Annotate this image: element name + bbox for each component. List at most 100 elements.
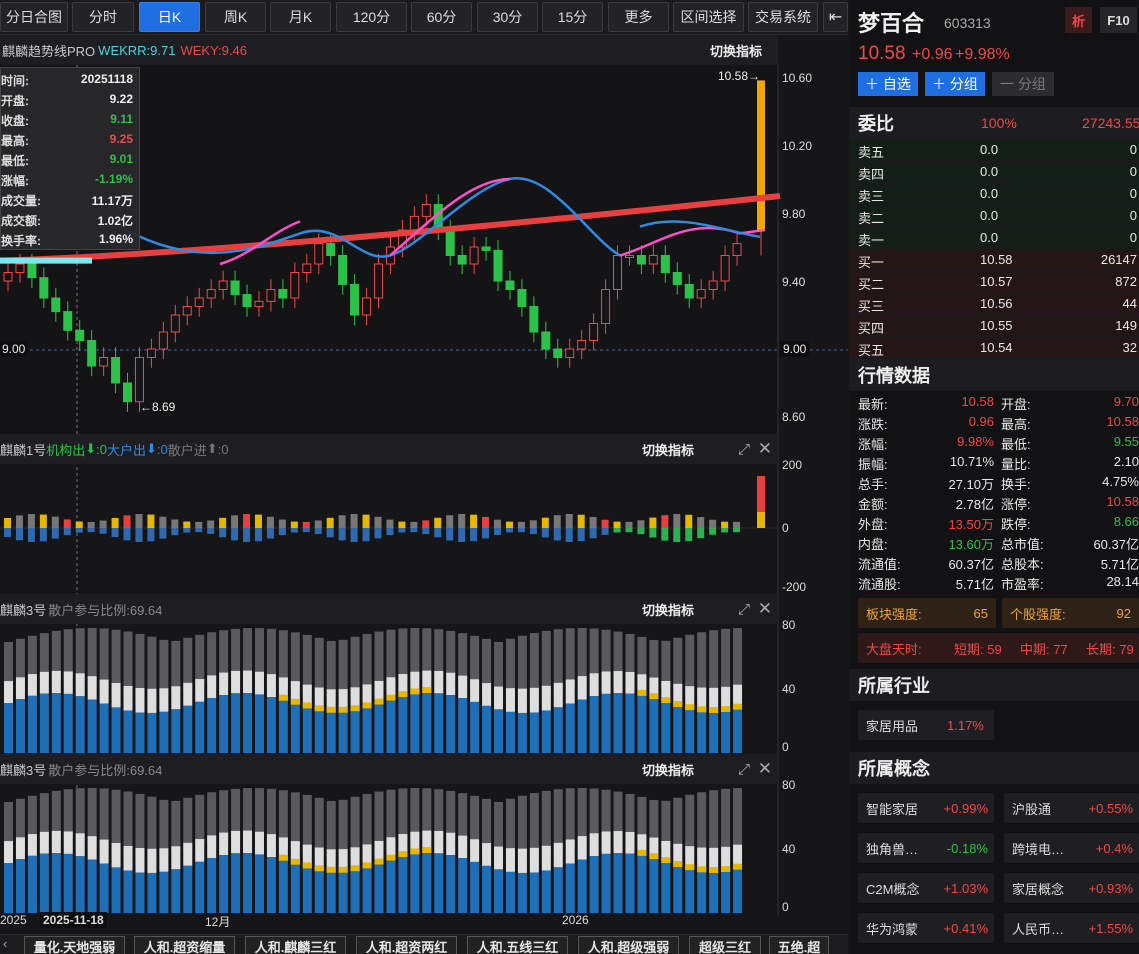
panel2-switch-indicator-button[interactable]: 切换指标 bbox=[641, 442, 694, 458]
p3-bar-grey bbox=[709, 630, 719, 698]
ask-row[interactable]: 卖四 0.0 0 bbox=[849, 161, 1139, 183]
panel3-switch-indicator-button[interactable]: 切换指标 bbox=[641, 602, 694, 618]
strategy-tab[interactable]: 人和.超级强弱 bbox=[578, 936, 679, 954]
p2-bar-down bbox=[350, 528, 358, 542]
concept-tag[interactable]: 跨境电… +0.4% bbox=[1004, 833, 1139, 863]
p2-bar-up bbox=[505, 521, 513, 528]
period-monthly-button[interactable]: 月K bbox=[270, 2, 331, 32]
expand-icon[interactable]: ⤢ bbox=[737, 440, 750, 458]
strategy-tab[interactable]: 人和.麒麟三红 bbox=[245, 936, 346, 954]
candle-body bbox=[517, 289, 527, 307]
bid-row[interactable]: 买二 10.57 872 bbox=[849, 271, 1139, 293]
candle-body bbox=[350, 283, 360, 316]
ask-row[interactable]: 卖三 0.0 0 bbox=[849, 183, 1139, 205]
period-120min-button[interactable]: 120分 bbox=[336, 2, 407, 32]
concept-pct: +1.55% bbox=[1088, 920, 1133, 936]
period-15min-button[interactable]: 15分 bbox=[542, 2, 603, 32]
p2-bar-up bbox=[27, 514, 35, 528]
concept-tag[interactable]: 智能家居 +0.99% bbox=[858, 793, 994, 823]
period-daily-button[interactable]: 日K bbox=[139, 2, 200, 32]
concept-tag[interactable]: C2M概念 +1.03% bbox=[858, 873, 994, 903]
p3-bar-blue bbox=[577, 699, 587, 753]
strategy-tab[interactable]: 超级三红 bbox=[689, 936, 761, 954]
period-30min-button[interactable]: 30分 bbox=[477, 2, 538, 32]
period-weekly-button[interactable]: 周K bbox=[205, 2, 266, 32]
concept-tag[interactable]: 沪股通 +0.55% bbox=[1004, 793, 1139, 823]
bid-row[interactable]: 买一 10.58 26147 bbox=[849, 249, 1139, 271]
trading-system-button[interactable]: 交易系统 bbox=[748, 2, 818, 32]
p3-bar-white bbox=[362, 684, 372, 709]
p3-bar-grey bbox=[434, 629, 444, 679]
concept-tag[interactable]: 华为鸿蒙 +0.41% bbox=[858, 913, 994, 943]
f10-button[interactable]: F10 bbox=[1100, 7, 1137, 33]
quote-key: 跌停: bbox=[1001, 517, 1031, 532]
bid-row[interactable]: 买五 10.54 32 bbox=[849, 337, 1139, 359]
one-group-button[interactable]: 一 分组 bbox=[992, 72, 1054, 96]
quote-row: 金额: 2.78亿 涨停: 10.58 bbox=[849, 491, 1139, 513]
main-switch-indicator-button[interactable]: 切换指标 bbox=[709, 43, 762, 59]
p2-bar-down bbox=[565, 528, 573, 542]
period-more-button[interactable]: 更多 bbox=[608, 2, 669, 32]
p2-bar-down bbox=[398, 528, 406, 533]
p4-bar-grey bbox=[111, 789, 121, 853]
p3-bar-blue bbox=[482, 705, 492, 753]
bid-row[interactable]: 买四 10.55 149 bbox=[849, 315, 1139, 337]
ask-row[interactable]: 卖五 0.0 0 bbox=[849, 139, 1139, 161]
ask-row[interactable]: 卖一 0.0 0 bbox=[849, 227, 1139, 249]
p3-bar-blue bbox=[649, 699, 659, 753]
level-price: 0.0 bbox=[980, 186, 999, 201]
industry-tag[interactable]: 家居用品 1.17% bbox=[858, 710, 994, 740]
tooltip-row: 时间: 20251118 bbox=[1, 70, 139, 90]
strategy-tab[interactable]: 量化.天地强弱 bbox=[24, 936, 125, 954]
close-icon[interactable]: ✕ bbox=[757, 439, 772, 458]
p4-bar-grey bbox=[613, 791, 623, 839]
close-icon[interactable]: ✕ bbox=[757, 599, 772, 618]
add-watchlist-button[interactable]: ＋ 自选 bbox=[858, 72, 918, 96]
p2-bar-up bbox=[649, 517, 657, 528]
collapse-panel-icon[interactable]: ⇤ bbox=[823, 2, 848, 32]
p2-bar-down bbox=[470, 528, 478, 542]
p3-bar-white bbox=[721, 686, 731, 713]
panel4-switch-indicator-button[interactable]: 切换指标 bbox=[641, 762, 694, 778]
p3-bar-blue bbox=[541, 710, 551, 753]
close-icon[interactable]: ✕ bbox=[757, 759, 772, 778]
ask-row[interactable]: 卖二 0.0 0 bbox=[849, 205, 1139, 227]
kline-chart-area[interactable] bbox=[0, 65, 848, 915]
concept-tag[interactable]: 家居概念 +0.93% bbox=[1004, 873, 1139, 903]
p4-bar-white bbox=[374, 840, 384, 865]
p3-bar-yellow bbox=[697, 706, 707, 713]
p4-bar-white bbox=[553, 842, 563, 868]
p4-bar-blue bbox=[709, 872, 719, 913]
period-intraday-button[interactable]: 分时 bbox=[72, 2, 134, 32]
strategy-tab[interactable]: 人和.超资两红 bbox=[356, 936, 457, 954]
expand-icon[interactable]: ⤢ bbox=[737, 600, 750, 618]
expand-icon[interactable]: ⤢ bbox=[737, 760, 750, 778]
market-mid: 中期: 77 bbox=[1020, 641, 1068, 657]
concept-tag[interactable]: 独角兽… -0.18% bbox=[858, 833, 994, 863]
p3-bar-white bbox=[505, 688, 515, 712]
range-select-button[interactable]: 区间选择 bbox=[673, 2, 744, 32]
p2-bar-down bbox=[625, 528, 633, 533]
level-label: 买二 bbox=[858, 277, 885, 292]
period-combined-button[interactable]: 分日合图 bbox=[0, 2, 68, 32]
add-group-button[interactable]: ＋ 分组 bbox=[925, 72, 985, 96]
analyze-button[interactable]: 析 bbox=[1065, 7, 1092, 33]
p2-bar-up bbox=[434, 517, 442, 528]
period-60min-button[interactable]: 60分 bbox=[411, 2, 472, 32]
p3-bar-yellow bbox=[649, 693, 659, 700]
strategy-tab[interactable]: 五绝.超 bbox=[769, 936, 829, 954]
scroll-left-icon[interactable]: ‹ bbox=[3, 936, 8, 951]
candle-body bbox=[421, 204, 431, 217]
p4-bar-grey bbox=[517, 795, 527, 858]
p4-bar-grey bbox=[195, 794, 205, 847]
p3-bar-white bbox=[39, 671, 49, 694]
bid-row[interactable]: 买三 10.56 44 bbox=[849, 293, 1139, 315]
p2-bar-up bbox=[613, 521, 621, 528]
level-volume: 26147 bbox=[1100, 252, 1137, 267]
strategy-tab[interactable]: 人和.超资缩量 bbox=[134, 936, 235, 954]
strategy-tab[interactable]: 人和.五线三红 bbox=[467, 936, 568, 954]
tooltip-value: 9.22 bbox=[109, 92, 133, 106]
p4-bar-white bbox=[697, 847, 707, 873]
p4-bar-white bbox=[39, 831, 49, 854]
concept-tag[interactable]: 人民币… +1.55% bbox=[1004, 913, 1139, 943]
